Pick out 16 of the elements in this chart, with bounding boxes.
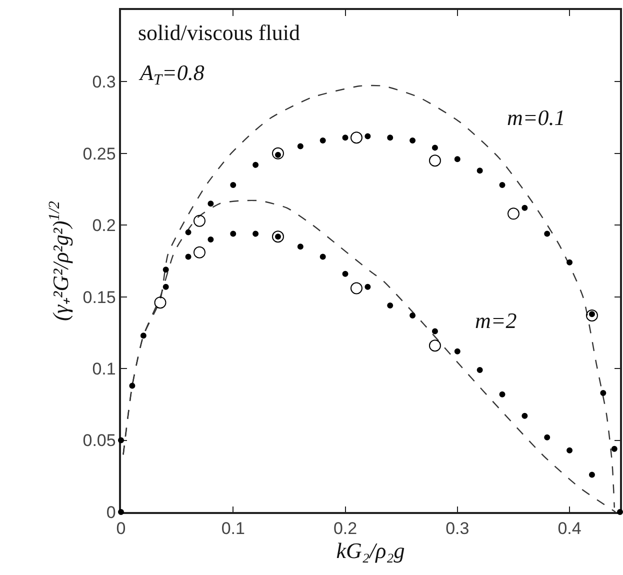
x-tick-label: 0.2 [333, 519, 358, 538]
y-tick-label: 0.15 [82, 288, 116, 307]
y-tick-label: 0.2 [92, 216, 116, 236]
y-tick-label: 0.1 [92, 360, 116, 379]
y-tick-label: 0.25 [82, 144, 116, 164]
x-tick-label: 0.4 [558, 519, 582, 538]
x-tick-label: 0.1 [221, 519, 245, 538]
y-tick-label: 0.3 [92, 72, 116, 92]
y-tick-label: 0.05 [82, 431, 116, 450]
annotation: solid/viscous fluid [138, 20, 300, 45]
y-tick-label: 0 [106, 502, 116, 522]
annotation: m=0.1 [507, 105, 566, 130]
annotation: m=2 [475, 308, 517, 333]
x-tick-label: 0.3 [446, 519, 470, 538]
x-axis-title: kG₂/ρ₂g [336, 538, 405, 564]
annotation: A$_{T}$=0.8 [138, 60, 204, 89]
